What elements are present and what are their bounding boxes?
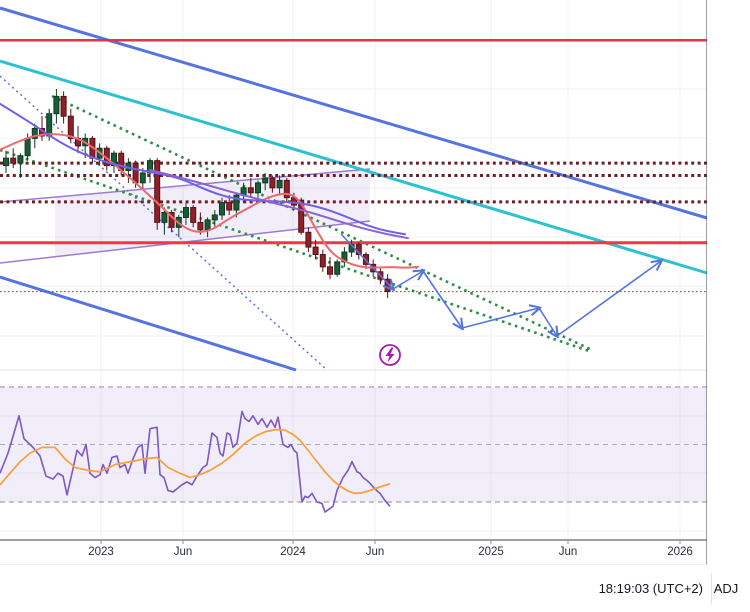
rsi-ma-line[interactable] [0, 428, 391, 495]
projection-arrow[interactable] [538, 307, 557, 336]
time-label: 2026 [667, 546, 693, 558]
lightning-bolt-glyph [385, 347, 395, 363]
time-label: 2024 [280, 546, 306, 558]
time-label: 2025 [478, 546, 504, 558]
toolbar-divider [711, 573, 712, 604]
time-label: Jun [173, 546, 193, 558]
ma-mid[interactable] [0, 102, 406, 236]
price-axis[interactable]: 7.0006.0005.0002.00070.0060.0050.0044.61… [707, 0, 750, 565]
projection-arrow[interactable] [340, 233, 393, 289]
projection-arrow[interactable] [461, 308, 539, 329]
rsi-line[interactable] [0, 410, 391, 513]
bottom-toolbar: 18:19:03 (UTC+2) ADJ [0, 565, 750, 612]
upper-blue-trendline[interactable] [0, 6, 708, 220]
time-label: Jun [558, 546, 578, 558]
lower-blue-trendline[interactable] [0, 275, 297, 372]
ma-slow[interactable] [149, 169, 409, 240]
cyan-trendline[interactable] [0, 59, 708, 275]
adjusted-data-toggle[interactable]: ADJ [713, 581, 739, 596]
time-label: Jun [365, 546, 385, 558]
projection-arrow[interactable] [422, 270, 462, 328]
projection-arrow[interactable] [556, 261, 661, 337]
regression-channel-fill[interactable] [55, 169, 370, 257]
green-dotted-channel-lower[interactable] [0, 148, 593, 354]
projection-arrow[interactable] [392, 271, 423, 290]
steep-dotted-trendline[interactable] [0, 75, 328, 371]
green-dotted-channel-upper[interactable] [51, 94, 593, 352]
time-label: 2023 [88, 546, 114, 558]
session-clock[interactable]: 18:19:03 (UTC+2) [598, 581, 703, 596]
